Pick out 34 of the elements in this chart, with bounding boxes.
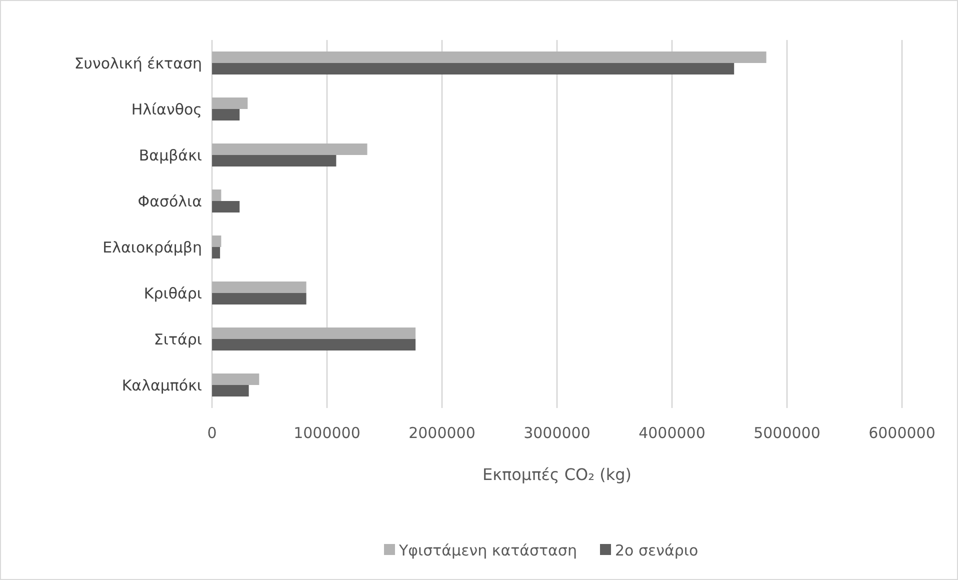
bar bbox=[212, 155, 336, 166]
bar bbox=[212, 385, 249, 396]
bar bbox=[212, 109, 240, 120]
y-tick-label: Ηλίανθος bbox=[131, 100, 202, 118]
y-tick-label: Συνολική έκταση bbox=[74, 54, 202, 72]
legend-label: 2ο σενάριο bbox=[615, 541, 698, 560]
x-tick-label: 4000000 bbox=[638, 424, 706, 442]
bar bbox=[212, 144, 368, 155]
x-tick-label: 6000000 bbox=[868, 424, 936, 442]
x-tick-label: 3000000 bbox=[524, 424, 590, 442]
bar bbox=[212, 282, 306, 293]
legend-label: Υφιστάμενη κατάσταση bbox=[398, 541, 577, 560]
y-tick-label: Καλαμπόκι bbox=[122, 376, 202, 394]
bar bbox=[212, 247, 220, 258]
bar bbox=[212, 190, 222, 201]
y-tick-label: Βαμβάκι bbox=[138, 146, 202, 164]
bar bbox=[212, 236, 222, 247]
bar bbox=[212, 374, 260, 385]
x-tick-label: 1000000 bbox=[294, 424, 360, 442]
x-tick-label: 5000000 bbox=[754, 424, 820, 442]
bar bbox=[212, 293, 306, 304]
x-tick-label: 2000000 bbox=[408, 424, 476, 442]
y-tick-label: Φασόλια bbox=[138, 192, 202, 210]
bar bbox=[212, 63, 734, 74]
x-tick-label: 0 bbox=[207, 424, 217, 442]
y-tick-label: Ελαιοκράμβη bbox=[102, 238, 202, 256]
bar bbox=[212, 339, 416, 350]
bar bbox=[212, 328, 416, 339]
bar bbox=[212, 201, 240, 212]
bar bbox=[212, 98, 248, 109]
y-tick-label: Κριθάρι bbox=[144, 284, 202, 302]
y-tick-label: Σιτάρι bbox=[154, 330, 202, 348]
bar bbox=[212, 52, 766, 63]
x-axis-title: Εκπομπές CO₂ (kg) bbox=[482, 465, 632, 484]
